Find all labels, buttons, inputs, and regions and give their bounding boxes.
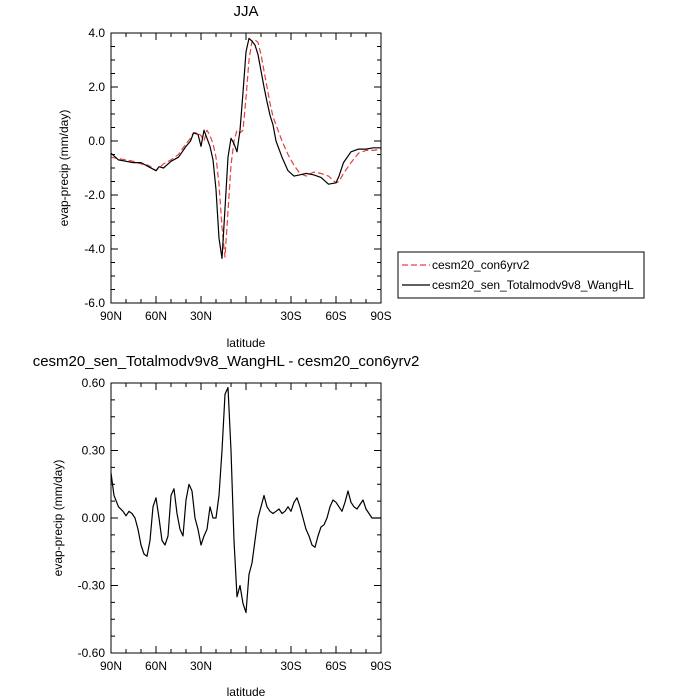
x-tick-label: 60N xyxy=(145,309,167,323)
y-tick-label: -2.0 xyxy=(84,188,105,202)
x-tick-label: 60N xyxy=(145,659,167,673)
y-tick-label: 0.0 xyxy=(88,134,105,148)
panel-top-title: JJA xyxy=(233,3,258,20)
x-tick-label: 30N xyxy=(190,659,212,673)
legend-label-con6yrv2: cesm20_con6yrv2 xyxy=(432,258,530,272)
y-tick-label: -6.0 xyxy=(84,296,105,310)
series-line-cesm20-con6yrv2 xyxy=(110,39,382,258)
x-tick-label: 60S xyxy=(325,659,346,673)
series-line-cesm20-sen-totalmodv9v8-wanghl xyxy=(110,37,381,259)
panel-bottom-series xyxy=(110,386,381,614)
panel-top-series xyxy=(110,37,382,259)
x-tick-label: 60S xyxy=(325,309,346,323)
y-tick-label: 0.30 xyxy=(82,444,106,458)
panel-top-plot-frame xyxy=(110,32,382,304)
y-tick-label: 0.60 xyxy=(82,376,106,390)
x-tick-label: 30N xyxy=(190,309,212,323)
legend: cesm20_con6yrv2 cesm20_sen_Totalmodv9v8_… xyxy=(397,251,645,299)
panel-bottom-xlabel: latitude xyxy=(227,685,266,699)
panel-bottom-plot-frame xyxy=(110,382,382,654)
y-tick-label: 4.0 xyxy=(88,26,105,40)
panel-bottom-x-ticks: 90N 60N 30N 30S 60S 90S xyxy=(100,383,392,673)
panel-top-xlabel: latitude xyxy=(227,336,266,350)
panel-top-x-ticks: 90N 60N 30N 30S 60S 90S xyxy=(100,33,392,323)
y-tick-label: -0.60 xyxy=(78,646,106,660)
panel-bottom-title: cesm20_sen_Totalmodv9v8_WangHL - cesm20_… xyxy=(33,353,420,370)
y-tick-label: -4.0 xyxy=(84,242,105,256)
panel-top-y-ticks: -6.0 -4.0 -2.0 0.0 2.0 4.0 xyxy=(84,26,381,310)
x-tick-label: 90S xyxy=(370,659,391,673)
x-tick-label: 90N xyxy=(100,309,122,323)
x-tick-label: 30S xyxy=(280,659,301,673)
panel-top-ylabel: evap-precip (mm/day) xyxy=(57,110,71,227)
x-tick-label: 30S xyxy=(280,309,301,323)
y-tick-label: 2.0 xyxy=(88,80,105,94)
panel-bottom: cesm20_sen_Totalmodv9v8_WangHL - cesm20_… xyxy=(33,353,420,699)
panel-bottom-y-ticks: -0.60 -0.30 0.00 0.30 0.60 xyxy=(78,376,381,660)
x-tick-label: 90S xyxy=(370,309,391,323)
y-tick-label: -0.30 xyxy=(78,579,106,593)
y-tick-label: 0.00 xyxy=(82,511,106,525)
legend-label-wanghl: cesm20_sen_Totalmodv9v8_WangHL xyxy=(432,278,634,292)
panel-bottom-ylabel: evap-precip (mm/day) xyxy=(51,460,65,577)
series-line-difference xyxy=(110,386,381,614)
panel-top: JJA evap-precip (mm/day) latitude -6.0 -4… xyxy=(57,3,392,350)
x-tick-label: 90N xyxy=(100,659,122,673)
legend-box xyxy=(397,251,645,299)
